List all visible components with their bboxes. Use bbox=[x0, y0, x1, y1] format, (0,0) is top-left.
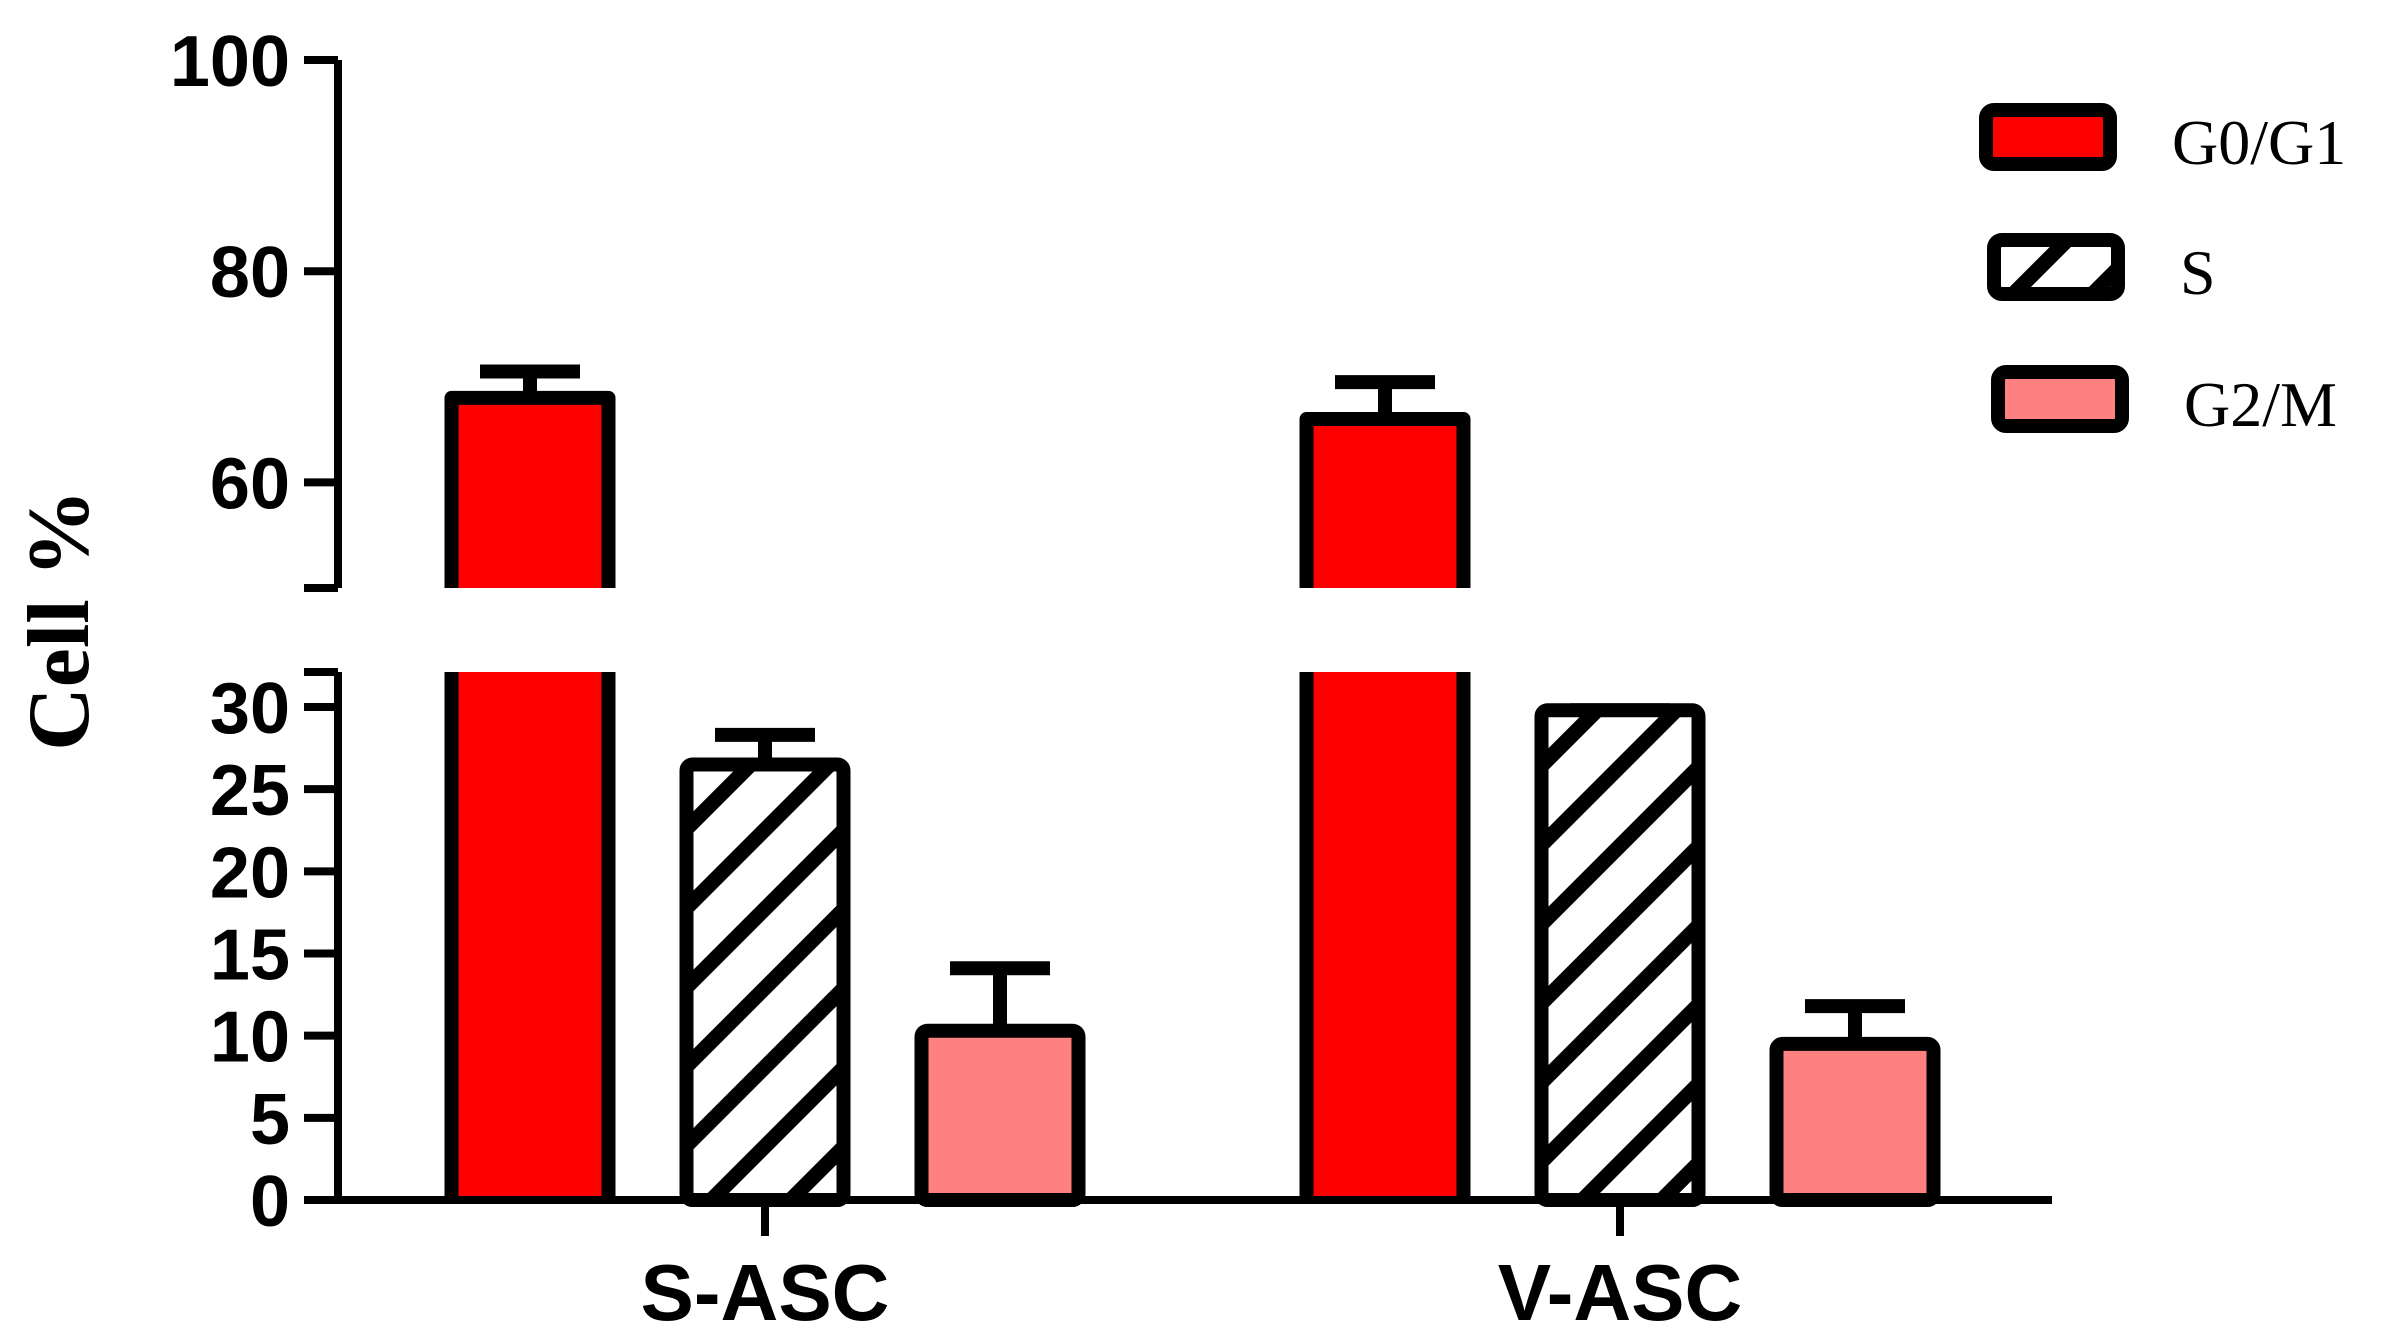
y-tick-label-30: 30 bbox=[210, 669, 290, 749]
x-tick-label-V-ASC: V-ASC bbox=[1498, 1248, 1743, 1334]
bar-G2-M-S-ASC bbox=[914, 961, 1086, 1208]
y-tick-label-10: 10 bbox=[210, 998, 290, 1078]
bars-layer bbox=[444, 364, 1941, 1208]
bar-rect bbox=[679, 757, 851, 1207]
bar-lower-fill bbox=[1306, 672, 1464, 1200]
bar-rect bbox=[1534, 703, 1706, 1208]
y-tick-label-100: 100 bbox=[170, 22, 290, 102]
bar-lower-outline bbox=[1299, 672, 1471, 1200]
legend-swatch bbox=[1987, 233, 2125, 301]
bar-upper-outline bbox=[1299, 412, 1471, 588]
y-tick-label-15: 15 bbox=[210, 916, 290, 996]
y-tick-label-60: 60 bbox=[210, 444, 290, 524]
y-tick-label-5: 5 bbox=[250, 1080, 290, 1160]
legend-item-S: S bbox=[1987, 233, 2216, 308]
bar-upper-fill bbox=[1306, 419, 1464, 588]
bar-upper-fill bbox=[451, 397, 609, 588]
y-tick-label-80: 80 bbox=[210, 233, 290, 313]
legend-label: S bbox=[2180, 237, 2216, 308]
legend-label: G0/G1 bbox=[2172, 107, 2346, 178]
bar-rect bbox=[914, 1023, 1086, 1208]
bar-lower-fill bbox=[451, 672, 609, 1200]
legend-label: G2/M bbox=[2184, 369, 2337, 440]
bar-S-S-ASC bbox=[679, 727, 851, 1207]
bar-G2-M-V-ASC bbox=[1769, 999, 1941, 1207]
y-tick-label-25: 25 bbox=[210, 751, 290, 831]
legend-item-G2-M: G2/M bbox=[1991, 365, 2337, 440]
bar-S-V-ASC bbox=[1534, 703, 1706, 1208]
legend-swatch bbox=[1979, 103, 2117, 171]
y-tick-label-20: 20 bbox=[210, 833, 290, 913]
x-tick-label-S-ASC: S-ASC bbox=[641, 1248, 890, 1334]
y-tick-label-0: 0 bbox=[250, 1162, 290, 1242]
bar-lower-outline bbox=[444, 672, 616, 1200]
legend-swatch bbox=[1991, 365, 2129, 433]
y-axis-label: Cell % bbox=[11, 489, 108, 751]
bar-upper-outline bbox=[444, 390, 616, 588]
bar-rect bbox=[1769, 1036, 1941, 1207]
legend: G0/G1 S G2/M bbox=[1979, 103, 2346, 440]
bar-G0-G1-S-ASC bbox=[444, 364, 616, 1200]
legend-item-G0-G1: G0/G1 bbox=[1979, 103, 2346, 178]
bar-G0-G1-V-ASC bbox=[1299, 375, 1471, 1200]
x-axis: S-ASC V-ASC bbox=[338, 1196, 2052, 1334]
